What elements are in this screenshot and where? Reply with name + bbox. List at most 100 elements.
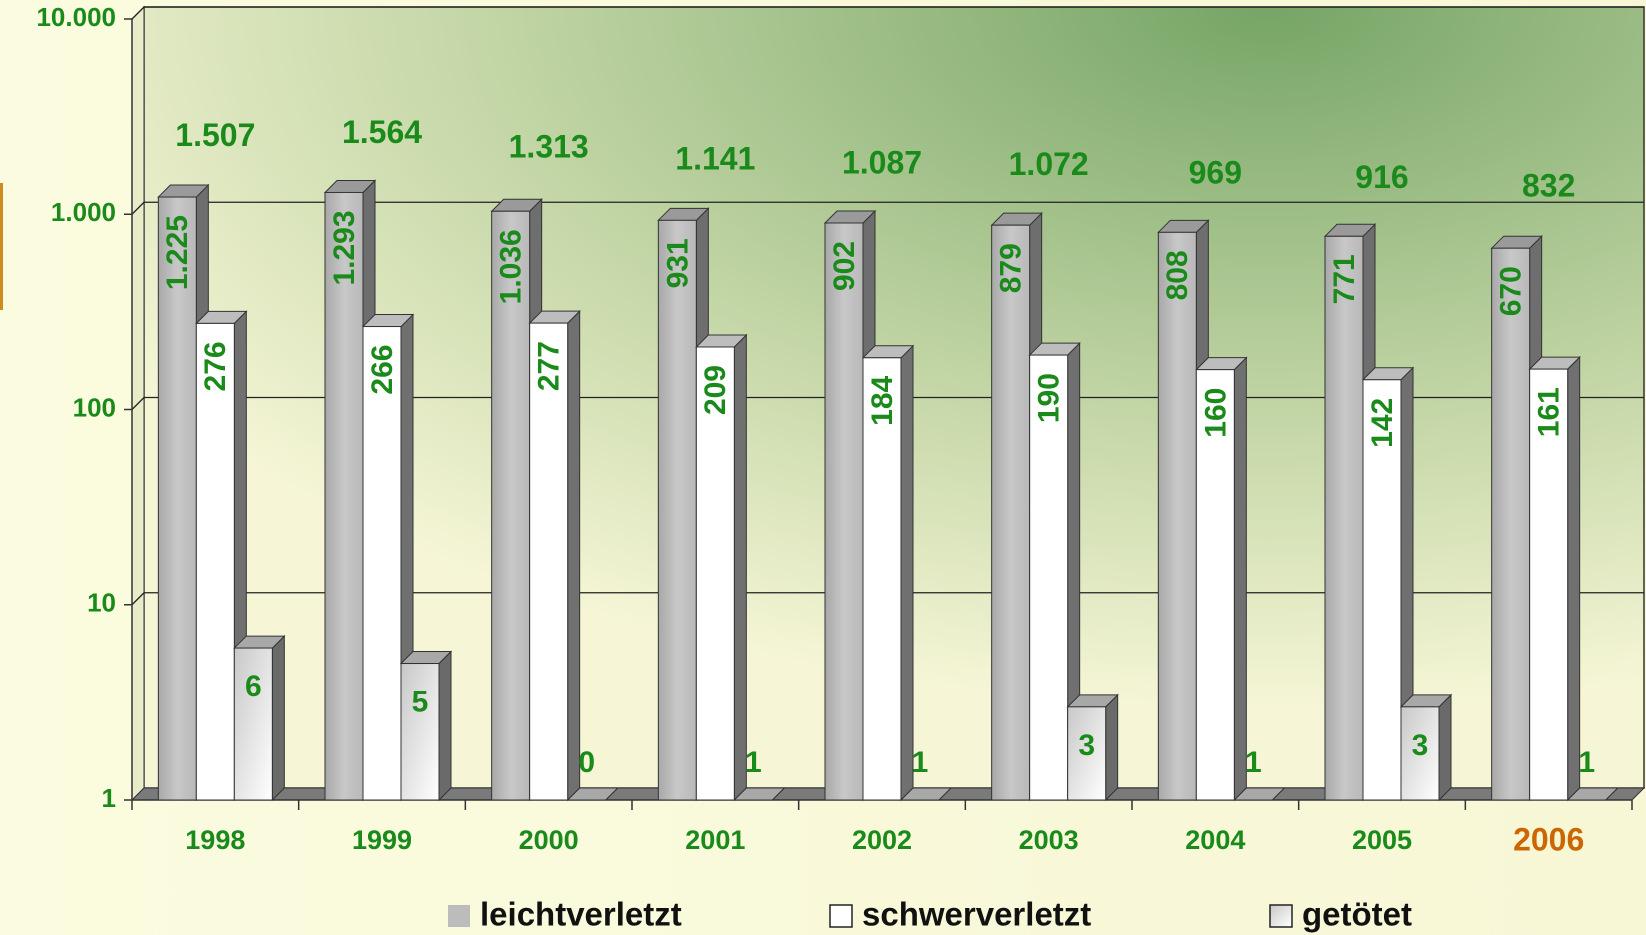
- bar-front: [1362, 379, 1402, 801]
- grid-line: [131, 6, 1644, 20]
- bar-front: [1067, 706, 1107, 801]
- x-tick-label: 2005: [1352, 825, 1412, 855]
- legend-label: getötet: [1302, 896, 1412, 933]
- bar: [1195, 356, 1248, 802]
- value-label: 209: [699, 365, 732, 415]
- bar-front: [695, 346, 735, 801]
- value-label: 184: [866, 375, 899, 425]
- total-label: 916: [1355, 159, 1408, 195]
- value-label: 277: [533, 341, 566, 391]
- total-label: 1.313: [509, 129, 589, 165]
- bar: [1566, 787, 1619, 801]
- value-label: 771: [1328, 254, 1361, 304]
- y-tick-label: 10: [87, 588, 116, 618]
- y-tick-label: 100: [73, 392, 116, 422]
- y-tick-label: 1.000: [51, 197, 116, 227]
- y-tick-label: 10.000: [36, 2, 116, 32]
- legend-swatch: [1269, 904, 1293, 928]
- bar: [733, 787, 786, 801]
- x-tick-label: 1999: [352, 825, 412, 855]
- x-tick-label: 2006: [1513, 821, 1584, 857]
- bar-front: [824, 222, 864, 801]
- value-label: 161: [1533, 387, 1566, 437]
- value-label: 142: [1366, 398, 1399, 448]
- value-label: 1: [1578, 746, 1595, 779]
- bar: [1066, 693, 1119, 802]
- total-label: 1.507: [175, 117, 255, 153]
- bar-front: [195, 322, 235, 801]
- x-tick-label: 2000: [519, 825, 579, 855]
- bar-side: [1567, 355, 1581, 802]
- value-label: 276: [199, 341, 232, 391]
- bar-top: [1233, 787, 1286, 801]
- value-label: 808: [1161, 250, 1194, 300]
- x-tick-label: 1998: [185, 825, 245, 855]
- bar: [1399, 693, 1453, 802]
- bar-front: [529, 322, 569, 801]
- bar: [695, 333, 748, 802]
- value-label: 1.293: [328, 210, 361, 285]
- value-label: 0: [578, 746, 595, 779]
- total-label: 1.564: [342, 114, 422, 150]
- bar-side: [567, 309, 581, 802]
- bar-front: [491, 210, 531, 801]
- total-label: 1.072: [1009, 146, 1089, 182]
- bar-top: [899, 787, 953, 801]
- grid-line: [131, 201, 1644, 215]
- bar: [861, 344, 915, 802]
- bar-top: [733, 787, 786, 801]
- x-tick-label: 2001: [685, 825, 745, 855]
- bar-side: [1233, 356, 1247, 802]
- bar: [899, 787, 953, 801]
- bar-front: [1529, 368, 1569, 801]
- total-label: 1.087: [842, 145, 922, 181]
- bar-front: [362, 326, 402, 801]
- value-label: 6: [245, 670, 262, 703]
- bar-side: [1105, 693, 1119, 802]
- value-label: 1.036: [495, 229, 528, 304]
- value-label: 3: [1412, 729, 1429, 762]
- y-tick-label: 1: [102, 783, 116, 813]
- bar-front: [1157, 231, 1197, 801]
- value-label: 3: [1078, 729, 1095, 762]
- legend-label: leichtverletzt: [480, 896, 682, 933]
- x-tick-label: 2003: [1019, 825, 1079, 855]
- bar-front: [862, 357, 902, 801]
- bar: [1028, 341, 1081, 802]
- bar-side: [900, 344, 914, 802]
- bar-front: [233, 647, 273, 801]
- bar-front: [324, 191, 364, 801]
- bar-front: [400, 663, 440, 801]
- value-label: 266: [366, 345, 399, 395]
- bar-front: [1400, 706, 1440, 801]
- value-label: 1.225: [161, 215, 194, 290]
- value-label: 931: [661, 238, 694, 288]
- grid-line: [131, 592, 1644, 606]
- x-tick-label: 2002: [852, 825, 912, 855]
- bar-side: [438, 650, 452, 802]
- legend-swatch: [448, 905, 470, 927]
- value-label: 1: [745, 746, 762, 779]
- value-label: 1: [912, 746, 929, 779]
- bar-front: [1195, 369, 1235, 801]
- bar-top: [566, 787, 619, 801]
- total-label: 832: [1522, 167, 1575, 203]
- value-label: 902: [828, 241, 861, 291]
- bar-front: [1491, 247, 1531, 801]
- value-label: 670: [1495, 266, 1528, 316]
- bar: [1233, 787, 1286, 801]
- value-label: 160: [1199, 388, 1232, 438]
- bar: [566, 787, 619, 801]
- value-label: 5: [412, 685, 429, 718]
- bar-front: [1029, 354, 1069, 801]
- value-label: 1: [1245, 746, 1262, 779]
- value-label: 190: [1033, 373, 1066, 423]
- bar-front: [657, 219, 697, 801]
- bar-top: [1566, 787, 1619, 801]
- total-label: 969: [1189, 154, 1242, 190]
- total-label: 1.141: [675, 141, 755, 177]
- bar-side: [271, 634, 285, 802]
- x-tick-label: 2004: [1185, 825, 1245, 855]
- legend-label: schwerverletzt: [862, 896, 1091, 933]
